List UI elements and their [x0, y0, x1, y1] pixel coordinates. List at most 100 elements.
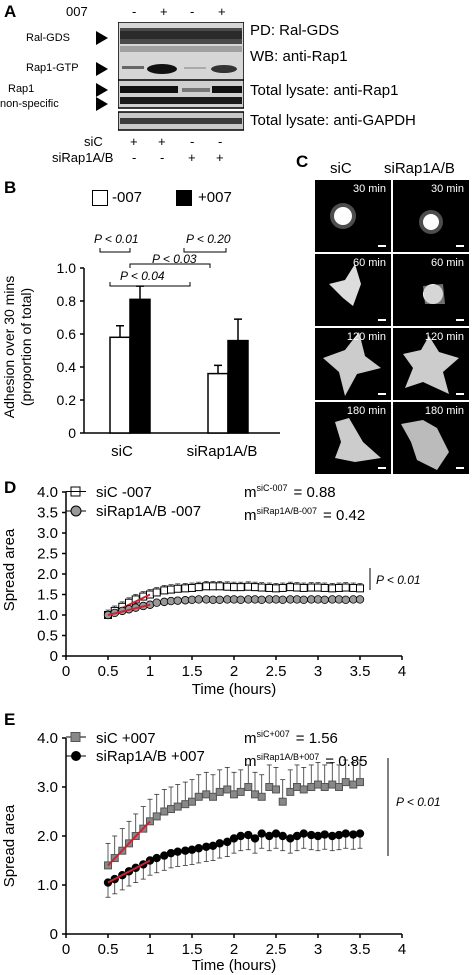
col-header-007: 007 [66, 4, 88, 19]
data-point [307, 783, 316, 791]
data-point [236, 787, 245, 796]
micrograph-sirap-30: 30 min [393, 180, 469, 252]
chart-e-xtick-label: 2.5 [266, 941, 287, 958]
chart-b-ytick-label: 0.8 [57, 293, 77, 309]
sign-sic-2: + [158, 134, 166, 149]
legend-d-siC-label: siC -007 [96, 484, 152, 501]
sign-007-2: + [160, 4, 168, 19]
data-point [202, 582, 211, 591]
data-point [278, 797, 287, 806]
data-point [104, 861, 112, 870]
data-point [272, 785, 280, 794]
data-point [188, 797, 196, 806]
data-point [230, 790, 238, 799]
data-point [209, 582, 217, 591]
pval-004: P < 0.04 [120, 269, 165, 283]
fit-line [107, 859, 151, 884]
legend-e-sirap-marker [71, 751, 81, 761]
data-point [152, 812, 161, 821]
chart-d-xtick-label: 2 [230, 663, 238, 680]
chart-d-series-1 [103, 595, 365, 620]
micrograph-sic-120: 120 min [315, 328, 391, 400]
chart-d-ytick-label: 3.0 [37, 525, 58, 542]
chart-b-ytick-label: 0.6 [57, 326, 77, 342]
fit-line [107, 603, 151, 616]
sign-007-1: - [132, 4, 137, 19]
chart-d-ytick-label: 4.0 [37, 484, 58, 501]
chart-e-xtick-label: 0.5 [98, 941, 119, 958]
e-m2: msiRap1A/B+007 = 0.85 [244, 752, 367, 770]
data-point [257, 792, 266, 801]
data-point [215, 839, 224, 848]
data-point [341, 583, 350, 592]
data-point [320, 595, 329, 605]
chart-d-xtick-label: 4 [398, 663, 406, 680]
chart-d-ytick-label: 3.5 [37, 505, 58, 522]
chart-d-xtick-label: 1 [146, 663, 154, 680]
label-nonspecific: non-specific [0, 98, 59, 110]
micrograph-sic-180: 180 min [315, 402, 391, 474]
sign-sirap-1: - [132, 150, 137, 165]
data-point [250, 834, 260, 843]
sign-007-3: - [190, 4, 195, 19]
arrow-rap1-icon [96, 83, 108, 97]
data-point [236, 831, 245, 841]
chart-e-ytick-label: 2.0 [37, 828, 58, 845]
data-point [230, 583, 238, 592]
data-point [223, 785, 232, 794]
chart-e-xtick-label: 3 [314, 941, 322, 958]
data-point [167, 805, 175, 814]
chart-b-ytick-label: 1.0 [57, 260, 77, 276]
data-point [293, 583, 301, 592]
chart-e-ylabel: Spread area [1, 804, 18, 887]
data-point [320, 583, 329, 592]
row-label-sirap: siRap1A/B [52, 150, 114, 165]
chart-b-ytick-label: 0.2 [57, 392, 77, 408]
bar-+007-siRap1A/B [227, 339, 249, 434]
sign-sic-1: + [130, 134, 138, 149]
data-point [341, 829, 350, 838]
chart-b-svg: Adhesion over 30 mins (proportion of tot… [1, 232, 280, 460]
data-point [349, 583, 358, 592]
chart-b-ylabel-1: Adhesion over 30 mins [1, 276, 17, 418]
legend-e-siC-label: siC +007 [96, 730, 156, 747]
legend-e-sirap-label: siRap1A/B +007 [96, 748, 205, 765]
data-point [173, 596, 182, 605]
sign-sirap-4: + [216, 150, 224, 165]
data-point [194, 595, 203, 604]
data-point [244, 582, 253, 591]
chart-d-ytick-label: 1.5 [37, 587, 58, 604]
data-point [202, 790, 211, 799]
chart-d-ytick-label: 2.0 [37, 566, 58, 583]
e-pval: P < 0.01 [396, 795, 441, 809]
chart-e-ytick-label: 4.0 [37, 730, 58, 747]
data-point [257, 595, 266, 605]
panel-b-label: B [4, 178, 17, 197]
pval-020: P < 0.20 [186, 232, 231, 246]
micrograph-sic-60: 60 min [315, 254, 391, 326]
data-point [146, 817, 154, 826]
data-point [286, 583, 295, 592]
chart-e-xtick-label: 1 [146, 941, 154, 958]
data-point [299, 595, 308, 605]
chart-d-xtick-label: 2.5 [266, 663, 287, 680]
western-blot-image [118, 22, 244, 131]
chart-e-xtick-label: 1.5 [182, 941, 203, 958]
legend-label-minus007: -007 [112, 189, 143, 206]
micrograph-sirap-60: 60 min [393, 254, 469, 326]
bracket-p004 [109, 282, 191, 287]
label-ralgds: Ral-GDS [26, 32, 71, 44]
data-point [152, 598, 161, 607]
data-point [209, 792, 217, 801]
sign-sirap-3: + [188, 150, 196, 165]
row-label-sic: siC [84, 134, 103, 149]
data-point [188, 583, 196, 592]
chart-e-series-0 [104, 759, 364, 870]
chart-e-ytick-label: 0 [50, 926, 58, 943]
e-m1: msiC+007 = 1.56 [244, 729, 338, 747]
sign-sic-3: - [190, 134, 195, 149]
data-point [265, 783, 274, 791]
chart-d-xtick-label: 1.5 [182, 663, 203, 680]
data-point [341, 778, 350, 787]
data-point [223, 837, 232, 847]
